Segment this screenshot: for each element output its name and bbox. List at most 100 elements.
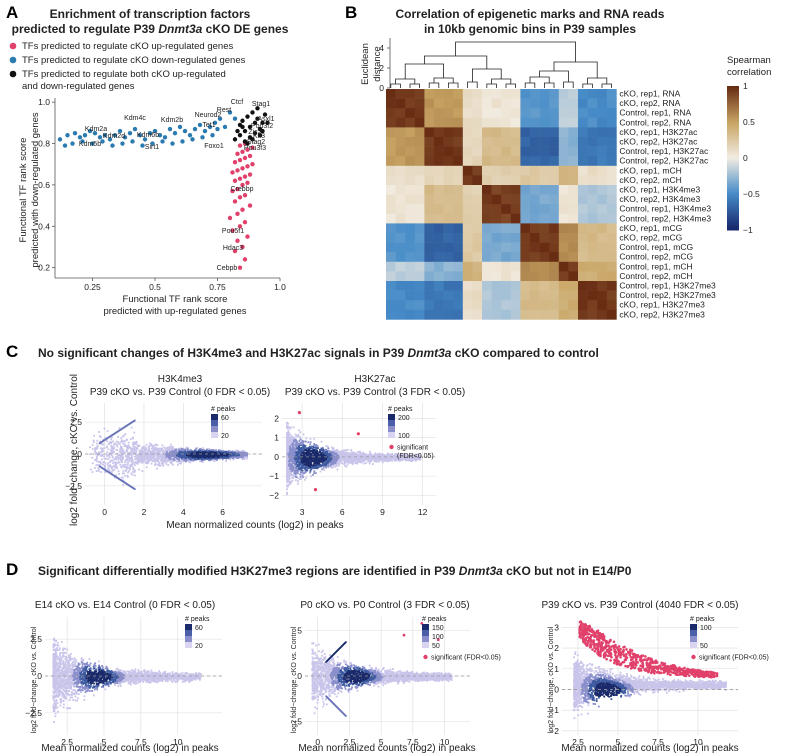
ma-point bbox=[162, 463, 164, 465]
ma-point bbox=[238, 457, 241, 459]
ma-point bbox=[162, 459, 165, 462]
heatmap-cell bbox=[597, 185, 608, 195]
ma-point bbox=[119, 457, 121, 460]
heatmap-cell bbox=[606, 261, 617, 272]
heatmap-cell bbox=[386, 98, 396, 109]
ma-point bbox=[130, 450, 133, 453]
ma-point bbox=[126, 446, 129, 449]
ma-point bbox=[91, 462, 94, 465]
heatmap-cell bbox=[578, 156, 588, 167]
ma-point bbox=[121, 453, 124, 456]
dendro-branch bbox=[563, 81, 574, 88]
heatmap-cell bbox=[405, 156, 416, 167]
heatmap-cell bbox=[434, 252, 444, 263]
ma-point bbox=[113, 442, 116, 445]
heatmap-cell bbox=[510, 146, 521, 157]
point-down bbox=[210, 133, 215, 138]
heatmap-cell bbox=[597, 213, 608, 224]
ma-point bbox=[130, 465, 133, 468]
ma-point bbox=[310, 467, 313, 470]
ma-point bbox=[287, 480, 290, 482]
ma-point bbox=[115, 449, 118, 451]
ma-point bbox=[124, 440, 127, 442]
point-both bbox=[250, 110, 255, 115]
ma-point bbox=[127, 445, 130, 448]
ma-point bbox=[287, 447, 289, 450]
ma-point bbox=[143, 451, 146, 453]
heatmap-cell bbox=[434, 165, 444, 176]
heatmap-cell bbox=[395, 185, 406, 195]
heatmap-cell bbox=[443, 290, 454, 301]
heatmap-row-label: cKO, rep2, H3K27me3 bbox=[619, 309, 705, 319]
point-down bbox=[117, 128, 123, 134]
ma-point bbox=[370, 454, 373, 457]
ma-point bbox=[329, 463, 332, 466]
x-tick-label: 1.0 bbox=[274, 282, 286, 292]
ma-point bbox=[144, 447, 147, 450]
heatmap-cell bbox=[405, 89, 416, 99]
x-tick-label: 2 bbox=[142, 507, 147, 517]
heatmap-cell bbox=[472, 146, 483, 157]
ma-point bbox=[125, 450, 127, 453]
heatmap-cell bbox=[386, 185, 396, 195]
ma-point bbox=[191, 451, 194, 454]
ma-point bbox=[327, 464, 329, 467]
heatmap-cell bbox=[606, 233, 617, 243]
heatmap-cell bbox=[501, 290, 512, 301]
heatmap-cell bbox=[597, 194, 608, 205]
heatmap-cell bbox=[501, 252, 512, 263]
ma-point bbox=[311, 452, 314, 454]
ma-point bbox=[301, 474, 304, 477]
point-both bbox=[240, 118, 245, 123]
colorbar-segment bbox=[727, 117, 739, 121]
ma-point bbox=[166, 451, 168, 453]
heatmap-cell bbox=[443, 242, 454, 253]
ma-point bbox=[218, 457, 221, 460]
ma-point bbox=[197, 457, 200, 459]
ma-point bbox=[198, 455, 201, 458]
heatmap-cell bbox=[443, 271, 454, 282]
ma-point bbox=[322, 449, 325, 452]
point-both bbox=[262, 112, 268, 117]
ma-point bbox=[227, 450, 230, 453]
ma-point bbox=[153, 460, 156, 463]
colorbar-segment bbox=[727, 198, 739, 202]
ma-point bbox=[178, 462, 181, 465]
ma-point bbox=[122, 435, 124, 438]
tf-label: Pou5f1 bbox=[222, 228, 244, 235]
ma-point bbox=[302, 466, 305, 469]
heatmap-cell bbox=[549, 300, 560, 311]
tf-label: Klf3 bbox=[253, 133, 265, 140]
ma-point bbox=[175, 454, 178, 457]
ma-point bbox=[144, 455, 147, 458]
dendro-ylabel-2: distance bbox=[372, 46, 383, 81]
point-up bbox=[250, 145, 255, 150]
heatmap-cell bbox=[414, 175, 425, 186]
ma-point bbox=[118, 427, 121, 429]
ma-point bbox=[231, 450, 234, 453]
heatmap-cell bbox=[472, 194, 483, 205]
heatmap-cell bbox=[558, 204, 569, 215]
ma-point bbox=[179, 449, 182, 452]
heatmap-cell bbox=[530, 108, 540, 119]
heatmap-cell bbox=[606, 127, 617, 138]
panel-a-xlabel-2: predicted with up-regulated genes bbox=[103, 306, 246, 317]
heatmap-cell bbox=[491, 108, 502, 119]
ma-point bbox=[175, 453, 178, 456]
ma-point bbox=[126, 463, 129, 466]
heatmap-cell bbox=[395, 146, 406, 157]
ma-point bbox=[186, 447, 189, 450]
ma-point bbox=[97, 469, 100, 472]
ma-point bbox=[131, 458, 134, 461]
heatmap-cell bbox=[395, 89, 406, 99]
heatmap-cell bbox=[510, 252, 521, 263]
heatmap-cell bbox=[472, 290, 483, 301]
ma-point bbox=[286, 488, 288, 491]
heatmap-cell bbox=[558, 261, 569, 272]
correlation-heatmap bbox=[386, 89, 617, 320]
ma-point bbox=[142, 458, 145, 461]
ma-point bbox=[194, 454, 196, 457]
ma-point bbox=[125, 438, 128, 441]
heatmap-cell bbox=[510, 233, 521, 243]
ma-point bbox=[350, 451, 353, 454]
